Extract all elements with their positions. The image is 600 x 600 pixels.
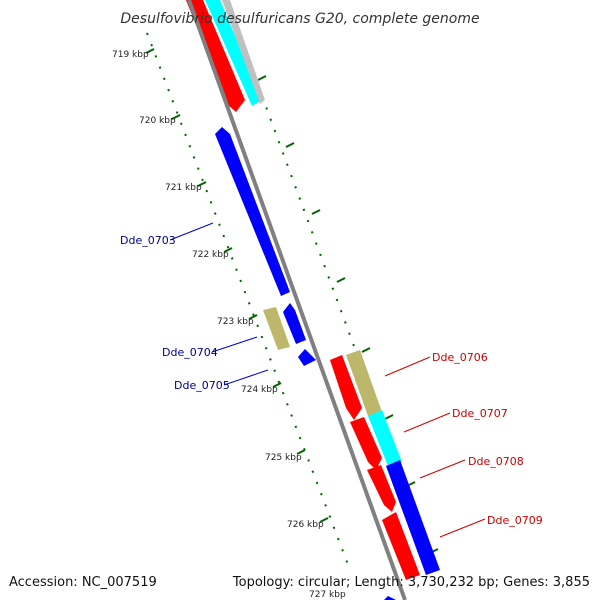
- outer-major-tick-2: [311, 209, 321, 215]
- outer-major-tick-1: [285, 142, 295, 148]
- outer-major-tick-4: [361, 347, 371, 353]
- leader-line-dde-0706: [384, 356, 431, 377]
- leader-line-dde-0705: [223, 369, 269, 386]
- kbp-label-727: 727 kbp: [309, 590, 346, 600]
- kbp-label-725: 725 kbp: [265, 453, 302, 463]
- gene-feature-dde-0707[interactable]: [350, 417, 382, 470]
- inner-major-tick-2: [197, 181, 207, 187]
- genome-title: Desulfovibrio desulfuricans G20, complet…: [120, 11, 479, 27]
- gene-label-dde-0704[interactable]: Dde_0704: [162, 346, 218, 359]
- gene-feature-blue-small-a[interactable]: [283, 303, 306, 344]
- outer-major-tick-5: [384, 414, 394, 420]
- outer-major-tick-3: [336, 277, 346, 283]
- kbp-label-719: 719 kbp: [112, 50, 149, 60]
- kbp-label-722: 722 kbp: [192, 250, 229, 260]
- outer-major-tick-0: [257, 75, 267, 81]
- major-ticks: [145, 48, 439, 554]
- misc-feature-top[interactable]: [222, 0, 265, 104]
- kbp-label-724: 724 kbp: [241, 385, 278, 395]
- inner-major-tick-0: [145, 48, 155, 54]
- accession-text: Accession: NC_007519: [9, 575, 157, 590]
- leader-line-dde-0707: [403, 412, 451, 433]
- leader-line-dde-0703: [169, 222, 214, 241]
- gene-label-dde-0703[interactable]: Dde_0703: [120, 234, 176, 247]
- other-feature-top[interactable]: [205, 0, 262, 106]
- inner-major-tick-3: [223, 247, 233, 253]
- gene-label-dde-0706[interactable]: Dde_0706: [432, 351, 488, 364]
- blue-feature-bottom[interactable]: [384, 596, 396, 600]
- other-feature-0707[interactable]: [368, 410, 402, 466]
- kbp-label-726: 726 kbp: [287, 520, 324, 530]
- leader-line-dde-0708: [419, 459, 466, 479]
- genome-info-text: Topology: circular; Length: 3,730,232 bp…: [232, 575, 590, 590]
- inner-tick-track: [146, 32, 351, 571]
- inner-major-tick-4: [248, 314, 258, 320]
- leader-line-dde-0704: [211, 336, 258, 353]
- rna-feature-0706[interactable]: [346, 350, 382, 416]
- kbp-label-723: 723 kbp: [217, 317, 254, 327]
- inner-major-tick-1: [171, 114, 181, 120]
- kbp-label-721: 721 kbp: [165, 183, 202, 193]
- gene-label-dde-0709[interactable]: Dde_0709: [487, 514, 543, 527]
- inner-major-tick-6: [296, 449, 306, 455]
- leader-line-dde-0709: [439, 518, 486, 538]
- inner-major-tick-5: [272, 382, 282, 388]
- gene-feature-dde-0708[interactable]: [367, 465, 396, 512]
- gene-feature-dde-0706[interactable]: [330, 355, 362, 420]
- gene-label-dde-0708[interactable]: Dde_0708: [468, 455, 524, 468]
- gene-label-dde-0705[interactable]: Dde_0705: [174, 379, 230, 392]
- gene-feature-dde-0703[interactable]: [215, 127, 290, 296]
- genome-backbone-line: [187, 0, 407, 600]
- gene-feature-dde-0708-reverse[interactable]: [386, 460, 440, 575]
- gene-feature-dde-0709[interactable]: [382, 512, 420, 580]
- gene-feature-dde-0705[interactable]: [298, 349, 316, 366]
- gene-label-dde-0707[interactable]: Dde_0707: [452, 407, 508, 420]
- inner-major-tick-7: [319, 517, 329, 523]
- gene-feature-dde-0704[interactable]: [263, 307, 290, 350]
- kbp-label-720: 720 kbp: [139, 116, 176, 126]
